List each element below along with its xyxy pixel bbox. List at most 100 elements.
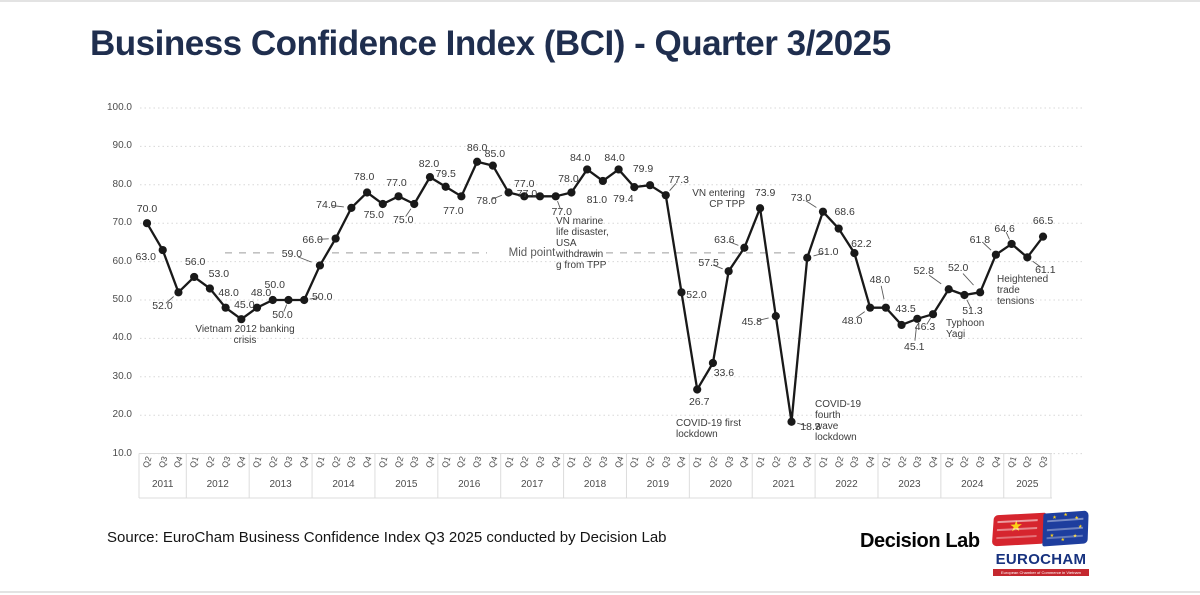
data-point-2014-Q1 <box>316 261 324 269</box>
data-point-2021-Q2 <box>772 312 780 320</box>
data-point-2020-Q4 <box>740 244 748 252</box>
eu-flag-icon: ★★★★★★★ <box>1042 510 1088 546</box>
data-point-2023-Q4 <box>929 310 937 318</box>
data-point-2011-Q2 <box>143 219 151 227</box>
data-point-2012-Q1 <box>190 273 198 281</box>
data-point-2013-Q2 <box>269 296 277 304</box>
data-point-2021-Q3 <box>787 418 795 426</box>
label-leader-line <box>406 209 411 217</box>
data-point-2012-Q4 <box>237 315 245 323</box>
vietnam-star-icon: ★ <box>1009 519 1024 535</box>
data-point-2017-Q2 <box>520 192 528 200</box>
bci-series-line <box>147 162 1043 422</box>
vietnam-flag-icon: ★ <box>992 513 1046 547</box>
data-point-2024-Q2 <box>960 291 968 299</box>
data-point-2018-Q2 <box>583 165 591 173</box>
data-point-2023-Q3 <box>913 315 921 323</box>
data-point-2019-Q3 <box>662 191 670 199</box>
data-point-2025-Q1 <box>1008 240 1016 248</box>
data-point-2023-Q2 <box>897 321 905 329</box>
eurocham-flag-icon: ★ ★★★★★★★ <box>993 511 1089 549</box>
label-leader-line <box>963 274 974 286</box>
data-point-2019-Q4 <box>677 288 685 296</box>
data-point-2017-Q1 <box>504 188 512 196</box>
data-point-2025-Q2 <box>1023 253 1031 261</box>
data-point-2017-Q4 <box>552 192 560 200</box>
data-point-2020-Q1 <box>693 385 701 393</box>
data-point-2025-Q3 <box>1039 233 1047 241</box>
eu-star-icon: ★ <box>1052 516 1057 521</box>
data-point-2022-Q3 <box>850 249 858 257</box>
label-leader-line <box>806 201 817 208</box>
data-point-2017-Q3 <box>536 192 544 200</box>
data-point-2016-Q2 <box>457 192 465 200</box>
label-leader-line <box>284 305 287 312</box>
data-point-2015-Q2 <box>394 192 402 200</box>
eu-star-icon: ★ <box>1074 516 1079 521</box>
label-leader-line <box>332 206 344 207</box>
data-point-2014-Q3 <box>347 204 355 212</box>
data-point-2015-Q3 <box>410 200 418 208</box>
data-point-2014-Q4 <box>363 188 371 196</box>
data-point-2020-Q2 <box>709 359 717 367</box>
data-point-2018-Q4 <box>615 165 623 173</box>
label-leader-line <box>558 201 561 209</box>
data-point-2011-Q3 <box>159 246 167 254</box>
source-text: Source: EuroCham Business Confidence Ind… <box>107 529 667 546</box>
label-leader-line <box>856 312 865 318</box>
eurocham-tagline: European Chamber of Commerce in Vietnam <box>993 569 1089 576</box>
data-point-2018-Q1 <box>567 188 575 196</box>
eurocham-wordmark: EUROCHAM <box>991 551 1091 568</box>
eu-star-icon: ★ <box>1050 534 1055 539</box>
label-leader-line <box>310 298 319 299</box>
data-point-2021-Q1 <box>756 204 764 212</box>
eu-star-icon: ★ <box>1063 513 1068 518</box>
label-leader-line <box>729 242 739 246</box>
data-point-2022-Q1 <box>819 208 827 216</box>
data-point-2015-Q4 <box>426 173 434 181</box>
data-point-2016-Q1 <box>442 183 450 191</box>
decision-lab-logo: Decision Lab <box>860 530 980 553</box>
data-point-2022-Q2 <box>835 224 843 232</box>
data-point-2019-Q1 <box>630 183 638 191</box>
data-point-2015-Q1 <box>379 200 387 208</box>
label-leader-line <box>915 327 916 340</box>
data-point-2022-Q4 <box>866 304 874 312</box>
data-point-2016-Q3 <box>473 158 481 166</box>
data-point-2016-Q4 <box>489 162 497 170</box>
label-leader-line <box>881 286 884 299</box>
data-point-2011-Q4 <box>174 288 182 296</box>
eu-star-icon: ★ <box>1073 534 1078 539</box>
data-point-2013-Q4 <box>300 296 308 304</box>
data-point-2024-Q4 <box>992 251 1000 259</box>
label-leader-line <box>670 183 676 190</box>
label-leader-line <box>814 253 824 256</box>
label-leader-line <box>927 318 931 324</box>
data-point-2020-Q3 <box>725 267 733 275</box>
data-point-2024-Q1 <box>945 285 953 293</box>
data-point-2021-Q4 <box>803 254 811 262</box>
label-leader-line <box>1033 261 1042 267</box>
data-point-2018-Q3 <box>599 177 607 185</box>
eu-star-icon: ★ <box>1060 538 1065 543</box>
label-leader-line <box>967 300 971 308</box>
label-leader-line <box>929 275 941 284</box>
data-point-2023-Q1 <box>882 304 890 312</box>
data-point-2013-Q3 <box>284 296 292 304</box>
label-leader-line <box>298 257 311 262</box>
data-point-2012-Q2 <box>206 284 214 292</box>
data-point-2013-Q1 <box>253 304 261 312</box>
data-point-2012-Q3 <box>222 304 230 312</box>
data-point-2014-Q2 <box>332 234 340 242</box>
data-point-2024-Q3 <box>976 288 984 296</box>
label-leader-line <box>797 423 806 425</box>
eu-star-icon: ★ <box>1078 525 1083 530</box>
label-leader-line <box>983 243 991 250</box>
eurocham-logo: ★ ★★★★★★★ EUROCHAM European Chamber of C… <box>991 511 1093 577</box>
label-leader-line <box>1006 232 1009 239</box>
label-leader-line <box>757 318 769 321</box>
